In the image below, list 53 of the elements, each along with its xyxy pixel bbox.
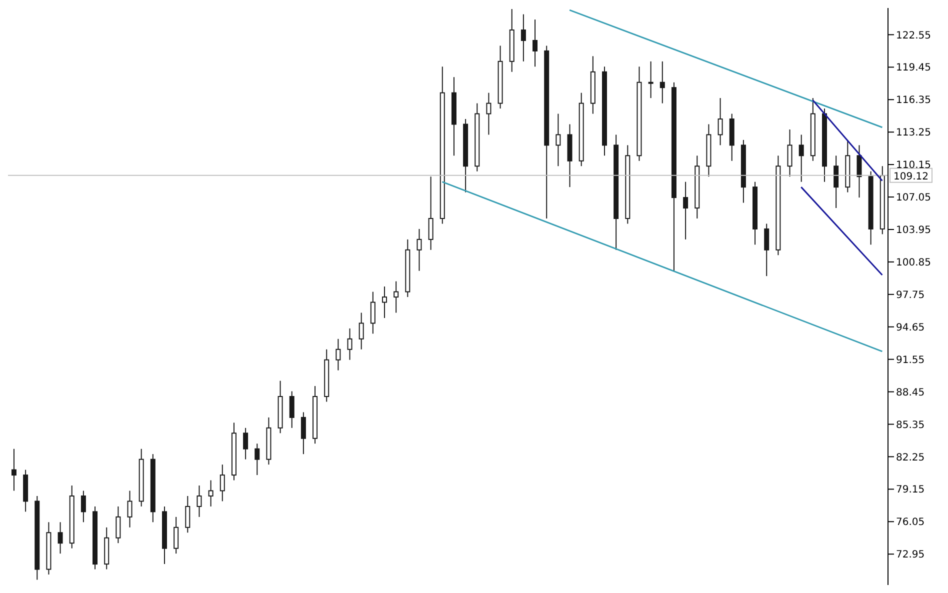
y-tick-label: 110.15 [896, 160, 931, 172]
candlestick [208, 480, 214, 507]
y-tick-label: 113.25 [896, 128, 931, 139]
ref-line-label: 109.12 [894, 171, 928, 182]
candlestick [660, 60, 665, 104]
y-tick-label: 88.45 [896, 387, 925, 398]
y-tick-label: 107.05 [896, 192, 931, 204]
candlestick [394, 280, 399, 314]
candlestick [787, 128, 792, 178]
candlestick [556, 113, 561, 167]
candlestick [382, 286, 387, 318]
y-tick-label: 97.75 [896, 290, 925, 301]
candlestick [520, 14, 526, 62]
candlestick [486, 92, 492, 136]
candlestick [336, 338, 341, 371]
candlestick [428, 176, 434, 250]
candlestick [370, 291, 376, 334]
candlestick [347, 328, 352, 360]
y-tick-label: 122.55 [896, 30, 931, 42]
candlestick [834, 155, 839, 209]
y-tick-label: 82.25 [896, 452, 925, 464]
y-tick-label: 103.95 [896, 225, 931, 236]
candlestick [196, 485, 202, 518]
y-tick-label: 85.35 [896, 420, 925, 431]
y-tick-label: 94.65 [896, 322, 925, 334]
candlestick [532, 19, 538, 68]
y-tick-label: 116.35 [896, 95, 931, 106]
candlestick [185, 495, 190, 534]
candlestick [174, 516, 179, 554]
candlestick [116, 506, 121, 544]
candlestick [416, 228, 422, 272]
candlestick [300, 412, 306, 455]
candlestick [243, 427, 248, 460]
candlestick [289, 390, 294, 428]
candlestick [254, 443, 260, 476]
candlestick [220, 464, 225, 502]
candlestick [11, 448, 16, 492]
candlestick [648, 60, 654, 99]
candlestick [798, 134, 804, 182]
candlestick [358, 312, 364, 350]
y-tick-label: 119.45 [896, 62, 931, 74]
y-tick-label: 91.55 [896, 354, 925, 366]
candlestick [718, 98, 723, 146]
candlestick [683, 181, 688, 240]
y-tick-label: 100.85 [896, 257, 931, 268]
candlestick [80, 490, 86, 523]
y-tick-label: 76.05 [896, 517, 925, 528]
y-tick-label: 72.95 [896, 550, 925, 561]
candlestick [764, 223, 770, 277]
candlestick [127, 490, 132, 528]
candlestick [856, 144, 862, 198]
y-tick-label: 79.15 [896, 484, 925, 496]
candlestick [58, 522, 63, 554]
